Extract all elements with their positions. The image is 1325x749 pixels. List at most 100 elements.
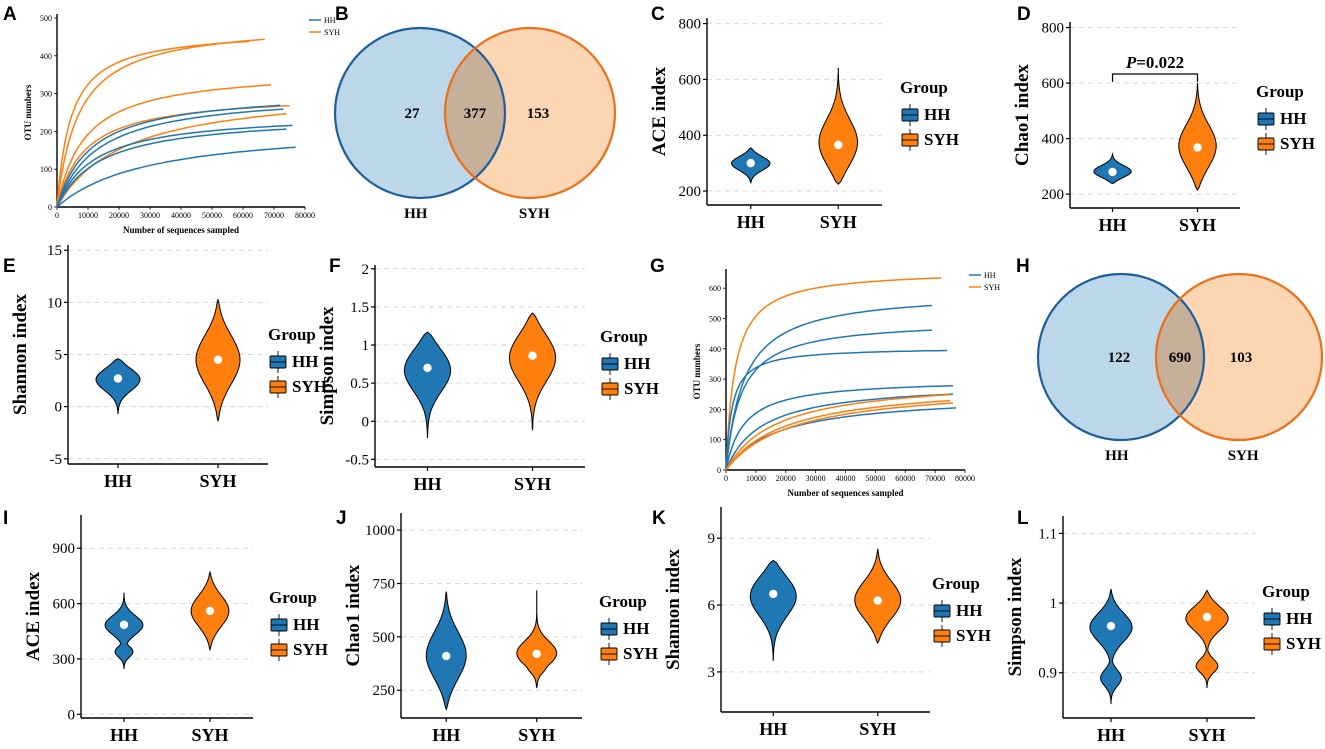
- legend-label: HH: [924, 105, 950, 124]
- y-axis-title: Shannon index: [10, 294, 31, 415]
- y-tick-label: 200: [709, 405, 721, 414]
- y-tick-label: 0: [717, 466, 721, 475]
- y-tick-label: 600: [53, 597, 76, 613]
- violin-HH: [749, 560, 797, 661]
- venn-circle-SYH: [1156, 274, 1322, 440]
- violin-panel-D: 200 400 600 800 Chao1 index HH SYH P=0.022 Group…: [1012, 4, 1315, 235]
- venn-count-only-SYH: 153: [527, 106, 550, 122]
- venn-outline-SYH: [443, 26, 617, 200]
- venn-outline-SYH: [1154, 272, 1324, 442]
- venn-count-only-HH: 27: [405, 106, 421, 122]
- y-tick-label: 0.9: [1038, 666, 1057, 682]
- rarefaction-line-SYH: [56, 38, 265, 208]
- y-tick-label: 1.1: [1038, 526, 1057, 542]
- legend-label: SYH: [293, 640, 328, 659]
- rarefaction-line-SYH: [56, 40, 250, 208]
- y-tick-label: 1.5: [350, 300, 369, 316]
- legend-label: HH: [956, 601, 982, 620]
- y-tick-label: 300: [709, 375, 721, 384]
- venn-set-label: SYH: [519, 206, 550, 222]
- rarefaction-line-HH: [725, 304, 933, 471]
- y-tick-label: 600: [709, 284, 721, 293]
- x-tick-label: 70000: [264, 211, 284, 220]
- legend-label: SYH: [324, 28, 340, 37]
- venn-count-shared: 690: [1169, 350, 1192, 366]
- violin-SYH: [516, 590, 558, 689]
- y-tick-label: 200: [40, 127, 52, 136]
- median-point-HH: [119, 620, 129, 630]
- x-tick-label: HH: [413, 474, 441, 494]
- median-point-SYH: [873, 596, 882, 605]
- legend-label: SYH: [924, 130, 959, 149]
- rarefaction-line-SYH: [725, 402, 954, 471]
- legend-title: Group: [269, 588, 317, 607]
- median-point-SYH: [213, 355, 223, 364]
- y-tick-label: 300: [53, 652, 76, 668]
- x-tick-label: 20000: [776, 474, 796, 483]
- y-tick-label: 1: [362, 338, 370, 354]
- median-point-HH: [1108, 167, 1117, 177]
- panel-label: F: [329, 256, 341, 277]
- legend-title: Group: [599, 592, 647, 611]
- x-axis-title: Number of sequences sampled: [787, 488, 903, 498]
- legend-label: HH: [624, 354, 650, 373]
- y-axis-title: OTU numbers: [692, 343, 702, 399]
- panel-label: B: [335, 4, 349, 25]
- y-tick-label: 0: [55, 400, 63, 416]
- y-tick-label: 750: [373, 576, 396, 592]
- x-tick-label: HH: [432, 725, 460, 745]
- panel-label: D: [1017, 4, 1031, 25]
- p-value: =0.022: [1136, 53, 1184, 72]
- x-tick-label: 30000: [140, 211, 160, 220]
- y-tick-label: 400: [679, 128, 702, 144]
- panel-label: K: [652, 508, 666, 529]
- p-value-annotation: P=0.022: [1125, 53, 1184, 72]
- rarefaction-line-HH: [56, 108, 284, 208]
- y-tick-label: 400: [709, 345, 721, 354]
- panel-label: C: [651, 4, 665, 25]
- rarefaction-line-HH: [725, 393, 954, 471]
- x-tick-label: SYH: [859, 719, 896, 739]
- x-tick-label: HH: [759, 719, 787, 739]
- x-tick-label: 0: [724, 474, 728, 483]
- legend-label: SYH: [1280, 134, 1315, 153]
- panel-label: H: [1016, 256, 1030, 277]
- x-tick-label: 20000: [109, 211, 129, 220]
- rarefaction-line-SYH: [725, 393, 951, 471]
- violin-panel-I: 0 300 600 900 ACE index HH SYH Group HH SYH I: [3, 508, 328, 745]
- median-point-SYH: [528, 351, 537, 360]
- legend-title: Group: [600, 327, 648, 346]
- legend-title: Group: [1262, 582, 1310, 601]
- y-tick-label: 600: [679, 72, 702, 88]
- venn-count-only-HH: 122: [1108, 350, 1131, 366]
- venn-outline-HH: [1036, 272, 1206, 442]
- venn-count-only-SYH: 103: [1230, 350, 1253, 366]
- y-tick-label: 500: [40, 14, 52, 23]
- y-tick-label: 400: [1042, 132, 1065, 148]
- y-axis-title: ACE index: [23, 571, 44, 661]
- y-axis-title: Simpson index: [1005, 557, 1026, 676]
- y-tick-label: 800: [679, 17, 702, 33]
- rarefaction-line-SYH: [725, 399, 951, 471]
- legend-label: SYH: [623, 644, 658, 663]
- violin-SYH: [818, 67, 858, 185]
- legend-title: Group: [932, 574, 980, 593]
- median-point-SYH: [1202, 612, 1212, 622]
- violin-panel-L: 0.9 1 1.1 Simpson index HH SYH Group HH SYH L: [1005, 508, 1321, 745]
- venn-set-label: HH: [404, 206, 428, 222]
- y-tick-label: 3: [708, 665, 716, 681]
- rarefaction-line-HH: [56, 124, 293, 208]
- y-tick-label: 10: [47, 295, 62, 311]
- violin-SYH: [508, 312, 557, 431]
- x-tick-label: 30000: [806, 474, 826, 483]
- panel-label: A: [3, 4, 17, 25]
- significance-bracket: [1111, 73, 1199, 82]
- median-point-HH: [423, 363, 432, 373]
- y-tick-label: 300: [40, 90, 52, 99]
- rarefaction-line-HH: [56, 146, 296, 208]
- rarefaction-line-HH: [725, 329, 933, 471]
- violin-panel-K: 3 6 9 Shannon index HH SYH Group HH SYH K: [652, 507, 991, 739]
- panel-label: L: [1017, 508, 1029, 529]
- rarefaction-line-SYH: [725, 277, 942, 471]
- rarefaction-panel-G: 0 10000 20000 30000 40000 50000 60000 70000 8000…: [650, 256, 1000, 498]
